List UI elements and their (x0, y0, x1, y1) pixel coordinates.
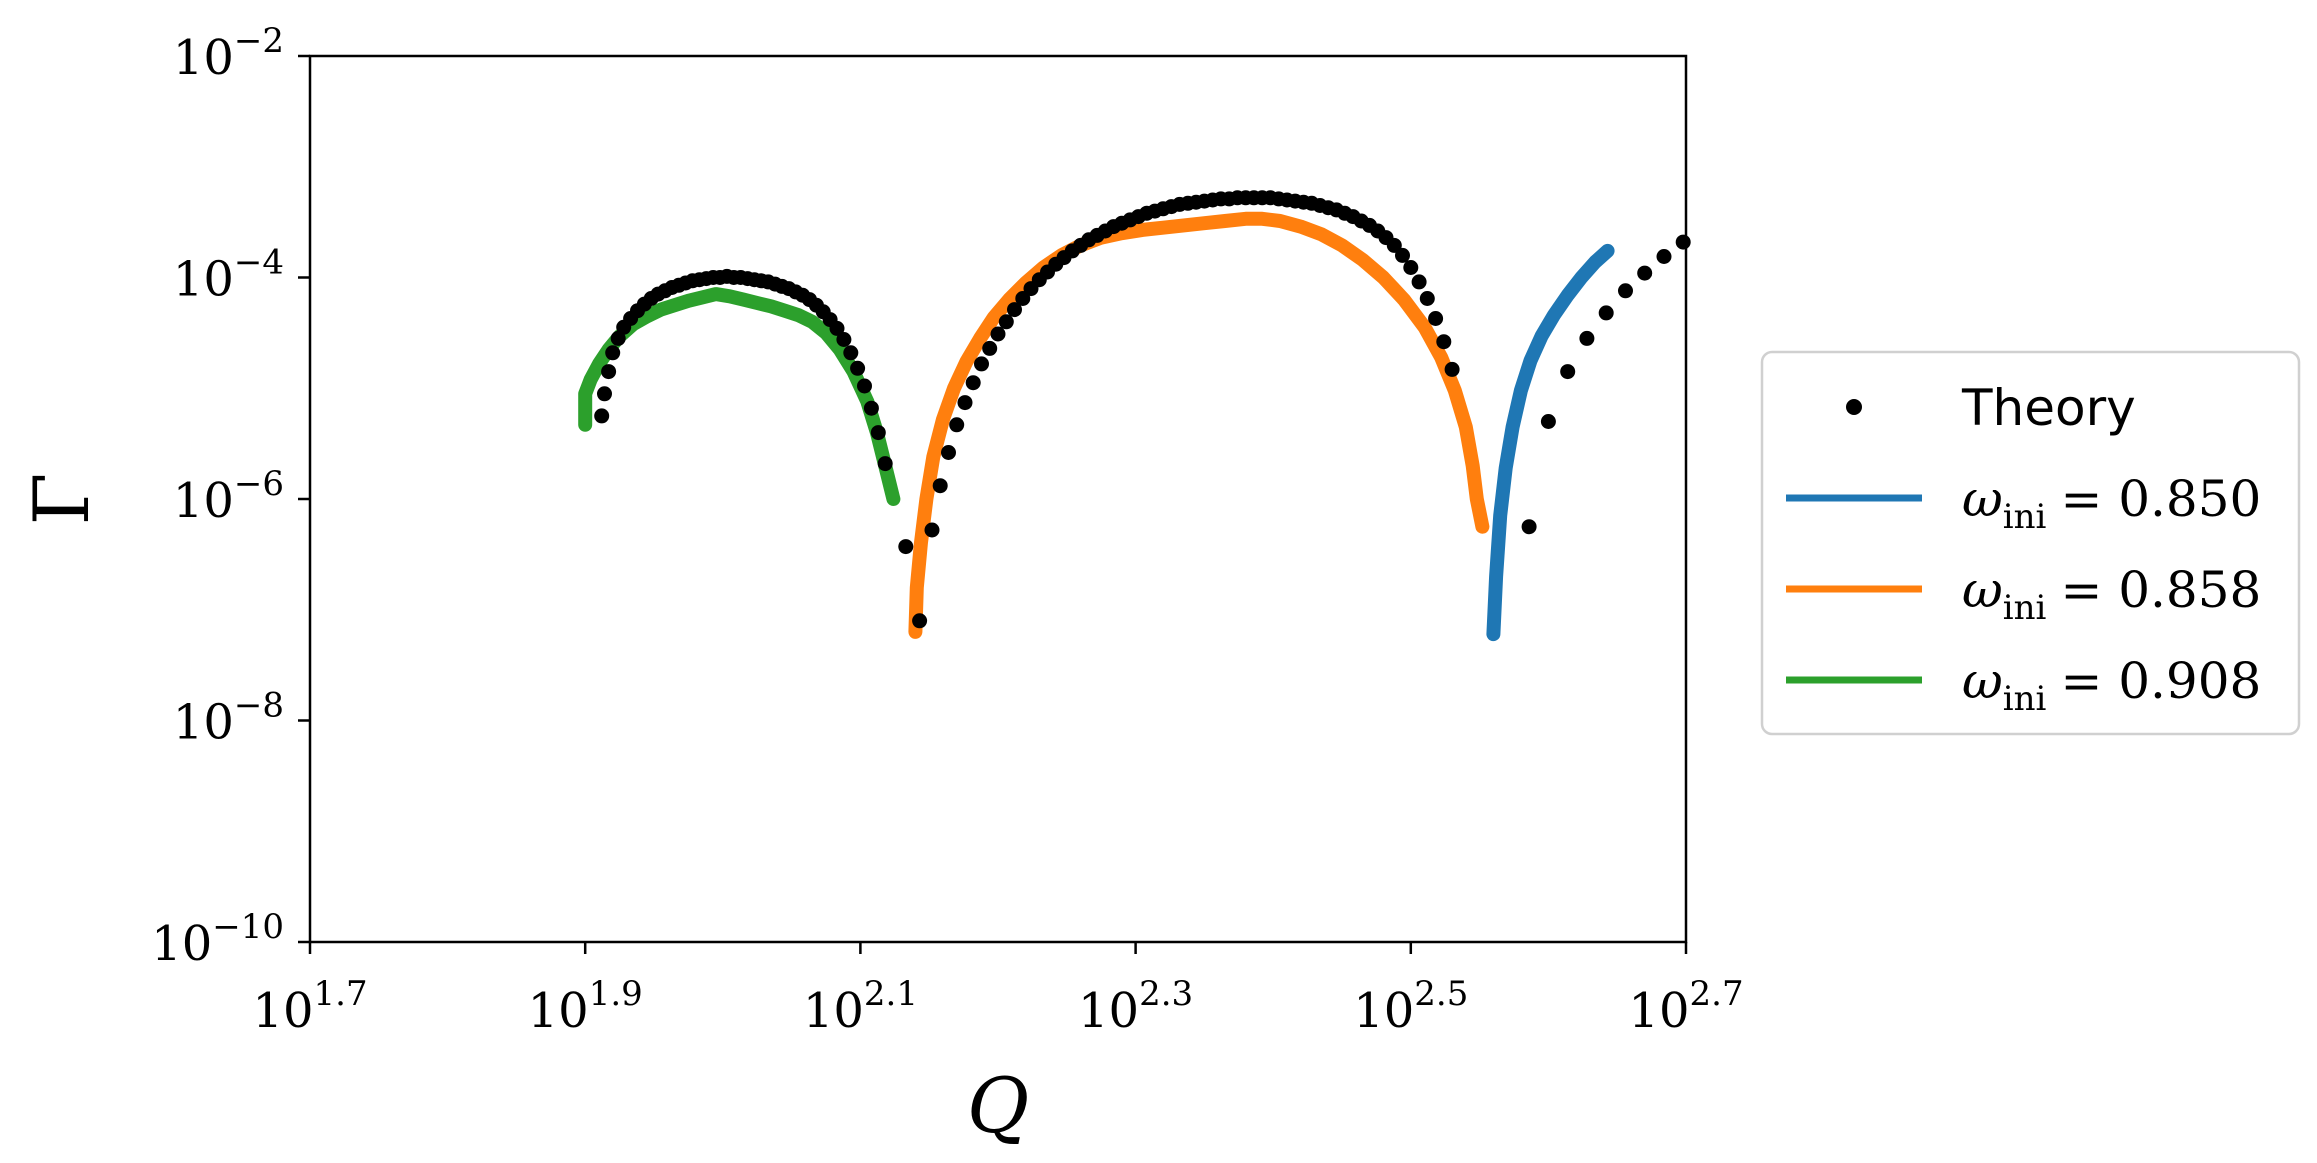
theory-point (1656, 249, 1672, 264)
x-tick-label: 102.3 (1078, 974, 1193, 1039)
x-tick-label: 101.7 (252, 974, 367, 1039)
legend-label: ωini = 0.850 (1962, 470, 2261, 537)
theory-point (957, 395, 973, 411)
theory-point (857, 378, 872, 394)
legend-marker (1846, 399, 1862, 415)
legend: Theory ωini = 0.850 ωini = 0.858 ωini = 0.908 (1760, 350, 2301, 736)
x-tick-label: 101.9 (528, 974, 643, 1039)
x-tick-label: 102.1 (803, 974, 918, 1039)
x-axis-label: Q (967, 1061, 1029, 1150)
theory-point (1444, 361, 1460, 377)
y-tick-label: 10−10 (151, 907, 284, 972)
theory-point (605, 345, 621, 361)
theory-point (1618, 283, 1633, 299)
theory-point (1436, 334, 1452, 350)
theory-point (998, 314, 1014, 330)
theory-point (932, 478, 948, 494)
theory-point (982, 340, 998, 356)
y-axis: 10−2 10−4 10−6 10−8 10−10 (151, 21, 310, 972)
x-axis: 101.7 101.9 102.1 102.3 102.5 102.7 (252, 942, 1744, 1039)
theory-point (877, 456, 893, 472)
theory-point (912, 613, 928, 629)
theory-point (829, 320, 845, 336)
theory-point (941, 445, 956, 460)
theory-point (1395, 247, 1410, 263)
theory-point (1675, 234, 1691, 250)
theory-point (843, 345, 859, 361)
theory-point (1007, 302, 1022, 318)
theory-point (965, 375, 981, 391)
theory-point (974, 356, 989, 372)
theory-point (1403, 260, 1419, 275)
theory-point (594, 408, 610, 424)
legend-label: ωini = 0.908 (1962, 652, 2261, 719)
legend-box (1760, 350, 2301, 736)
series-line (908, 211, 1490, 639)
series-layer (578, 190, 1691, 642)
theory-point (1411, 274, 1427, 290)
theory-point (863, 400, 879, 416)
y-tick-label: 10−2 (173, 21, 284, 86)
theory-point (924, 522, 940, 538)
x-tick-label: 102.7 (1628, 974, 1743, 1039)
legend-label: ωini = 0.858 (1962, 561, 2261, 628)
theory-point (1386, 237, 1402, 253)
theory-point (990, 326, 1006, 342)
y-tick-label: 10−4 (173, 243, 284, 308)
theory-point (601, 364, 617, 380)
y-tick-label: 10−8 (173, 686, 284, 751)
theory-point (1579, 330, 1595, 346)
theory-point (870, 425, 886, 441)
theory-point (898, 539, 914, 555)
series-line (1486, 243, 1615, 642)
theory-point (1637, 265, 1653, 281)
theory-point (1560, 364, 1576, 380)
theory-point (850, 360, 866, 376)
x-tick-label: 102.5 (1353, 974, 1468, 1039)
theory-point (949, 417, 965, 433)
theory-point (597, 386, 612, 402)
series-line (578, 287, 901, 506)
theory-point (610, 330, 626, 346)
theory-point (1428, 311, 1444, 326)
legend-label: Theory (1961, 379, 2136, 437)
theory-point (1521, 519, 1537, 535)
y-tick-label: 10−6 (173, 464, 284, 529)
theory-point (1598, 305, 1614, 321)
y-axis-label: Γ (17, 473, 106, 526)
theory-point (1015, 291, 1031, 306)
theory-point (1419, 291, 1435, 306)
theory-point (1540, 414, 1556, 429)
theory-point (836, 332, 852, 347)
